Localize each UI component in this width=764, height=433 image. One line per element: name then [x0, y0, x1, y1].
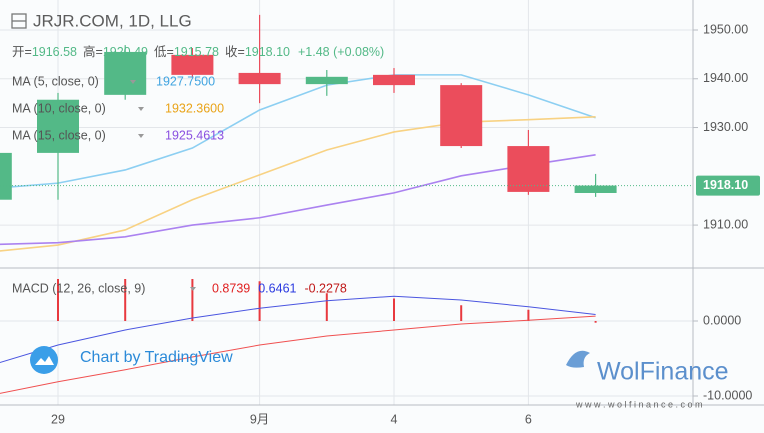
ohlc-value: 1915.78: [174, 45, 219, 59]
tradingview-watermark: Chart by TradingView: [80, 349, 233, 366]
legend-arrow: [190, 287, 196, 291]
y-tick-label: -10.0000: [703, 388, 752, 402]
brand-url: w w w . w o l f i n a n c e . c o m: [575, 399, 703, 409]
macd-histogram-bar: [124, 279, 127, 321]
ohlc-change: +1.48 (+0.08%): [298, 45, 384, 59]
macd-histogram-bar: [325, 293, 328, 321]
candle-body: [0, 152, 12, 200]
y-tick-label: 1940.00: [703, 71, 748, 85]
macd-line: [0, 295, 596, 363]
ma-legend-name: MA (15, close, 0): [12, 128, 106, 142]
last-price-box: [696, 175, 760, 196]
candle-body: [104, 51, 147, 95]
ma-legend-name: MA (10, close, 0): [12, 101, 106, 115]
ma-legend-value: 1932.3600: [165, 101, 224, 115]
candle-body: [507, 146, 550, 192]
ma-line: [0, 116, 596, 252]
ma-line: [0, 74, 596, 189]
ohlc-name: 高=: [83, 44, 103, 59]
legend-arrow: [138, 134, 144, 138]
y-tick-label: 0.0000: [703, 313, 741, 327]
candle-body: [373, 74, 415, 86]
macd-histogram-bar: [527, 309, 530, 321]
ma-legend-value: 1927.7500: [156, 74, 215, 88]
candle-body: [171, 54, 214, 75]
ma-legend-value: 1925.4613: [165, 128, 224, 142]
candle-body: [305, 76, 348, 85]
x-tick-label: 29: [51, 412, 65, 426]
macd-histogram-bar: [594, 321, 597, 323]
legend-arrow: [138, 107, 144, 111]
tradingview-logo: [30, 346, 58, 374]
candle-body: [440, 85, 483, 147]
macd-histogram-bar: [191, 279, 194, 321]
ma-line: [0, 154, 596, 246]
ohlc-value: 1916.58: [32, 45, 77, 59]
macd-title: MACD (12, 26, close, 9): [12, 281, 145, 295]
ohlc-name: 低=: [154, 45, 174, 59]
macd-histogram-bar: [57, 279, 59, 321]
last-price-label: 1918.10: [703, 178, 748, 192]
ohlc-name: 收=: [225, 45, 245, 59]
plot-area: [0, 0, 693, 405]
macd-histogram-bar: [258, 281, 261, 321]
y-tick-label: 1930.00: [703, 120, 748, 134]
macd-histogram-bar: [460, 305, 463, 321]
ma-legend-name: MA (5, close, 0): [12, 74, 99, 88]
x-tick-label: 6: [525, 412, 532, 426]
ohlc-value: 1920.49: [103, 45, 148, 59]
signal-line: [0, 315, 596, 394]
chart-title: JRJR.COM, 1D, LLG: [33, 11, 192, 30]
x-tick-label: 4: [391, 412, 398, 426]
ohlc-name: 开=: [12, 45, 32, 59]
brand-watermark: WolFinance: [597, 358, 729, 386]
macd-readout: 0.6461: [258, 281, 296, 295]
y-tick-label: 1950.00: [703, 22, 748, 36]
brand-logo: [566, 350, 590, 368]
macd-readout: 0.8739: [212, 281, 250, 295]
candle-body: [574, 185, 617, 193]
macd-readout: -0.2278: [304, 281, 346, 295]
x-tick-label: 9月: [250, 412, 269, 426]
legend-arrow: [130, 80, 136, 84]
candle-body: [238, 72, 281, 85]
y-tick-label: 1910.00: [703, 217, 748, 231]
macd-histogram-bar: [393, 298, 395, 321]
ohlc-readout: 开=1916.58 高=1920.49 低=1915.78 收=1918.10 +1.4…: [12, 44, 384, 59]
ohlc-value: 1918.10: [245, 45, 290, 59]
candle-body: [37, 99, 79, 153]
